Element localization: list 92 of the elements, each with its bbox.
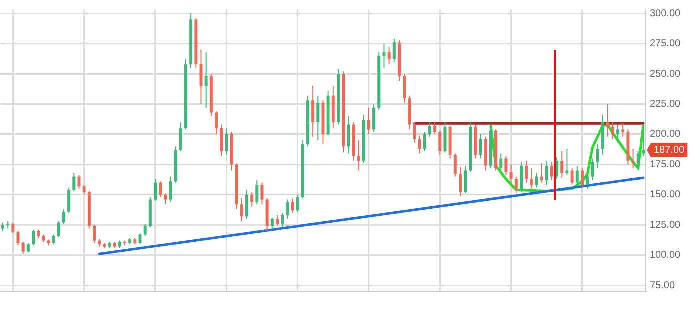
candlestick bbox=[164, 193, 168, 206]
candlestick bbox=[616, 124, 620, 144]
y-tick-label: 175.00 bbox=[650, 159, 682, 170]
y-tick-label: 200.00 bbox=[650, 129, 682, 140]
candlestick bbox=[418, 135, 422, 154]
candlestick bbox=[276, 214, 279, 227]
candlestick bbox=[250, 192, 254, 208]
candlestick bbox=[392, 38, 396, 62]
candlestick bbox=[479, 134, 482, 160]
y-tick-label: 100.00 bbox=[650, 250, 682, 262]
candlestick bbox=[611, 122, 614, 140]
text: 187.00 bbox=[654, 144, 686, 156]
candlestick bbox=[68, 187, 71, 214]
candlestick bbox=[423, 132, 426, 152]
candlestick bbox=[500, 153, 503, 174]
candlestick bbox=[296, 194, 300, 212]
candlestick bbox=[636, 150, 640, 172]
candlestick bbox=[22, 242, 25, 255]
candlestick bbox=[438, 130, 442, 156]
y-tick-label: 150.00 bbox=[650, 190, 682, 201]
candlestick bbox=[367, 107, 370, 135]
candlestick bbox=[566, 148, 569, 176]
candlestick bbox=[530, 168, 534, 190]
candlestick bbox=[78, 175, 81, 190]
candlestick bbox=[240, 198, 244, 222]
candlestick bbox=[220, 124, 224, 157]
candlestick bbox=[540, 162, 544, 184]
y-tick-label: 300.00 bbox=[650, 8, 682, 20]
candlestick bbox=[403, 74, 406, 104]
y-tick-label: 275.00 bbox=[650, 38, 682, 50]
candlestick bbox=[169, 176, 172, 203]
candlestick bbox=[535, 172, 538, 188]
candlestick bbox=[514, 176, 518, 194]
candlestick bbox=[413, 122, 416, 144]
candlestick bbox=[179, 122, 182, 152]
candlestick bbox=[281, 212, 284, 228]
candlestick bbox=[596, 144, 600, 169]
y-tick-label: 125.00 bbox=[650, 220, 682, 231]
candlestick bbox=[200, 49, 203, 105]
candlestick bbox=[159, 181, 162, 198]
candlestick bbox=[312, 86, 315, 138]
candlestick bbox=[382, 43, 386, 69]
candlestick bbox=[576, 165, 579, 187]
candlestick bbox=[144, 223, 147, 237]
y-tick-label: 250.00 bbox=[650, 68, 682, 80]
candlestick bbox=[291, 198, 294, 214]
candlestick bbox=[580, 168, 584, 188]
candlestick bbox=[504, 156, 508, 176]
candlestick bbox=[214, 111, 218, 135]
candlestick bbox=[642, 124, 645, 157]
candlestick bbox=[52, 234, 56, 245]
candlestick bbox=[154, 178, 157, 202]
candlestick bbox=[138, 233, 142, 245]
y-tick-label: 75.00 bbox=[650, 280, 676, 292]
candlestick bbox=[560, 150, 564, 178]
candlestick bbox=[434, 122, 437, 135]
candlestick bbox=[12, 222, 15, 234]
candlestick bbox=[347, 116, 350, 154]
candlestick bbox=[270, 217, 274, 230]
candlestick bbox=[32, 229, 35, 246]
candlestick bbox=[204, 52, 208, 108]
candlestick bbox=[372, 104, 376, 133]
candlestick bbox=[62, 208, 66, 224]
candlestick bbox=[525, 160, 528, 184]
candlestick bbox=[586, 172, 590, 190]
candlestick bbox=[245, 190, 248, 220]
candlestick bbox=[454, 153, 457, 178]
candlestick bbox=[92, 224, 96, 244]
candlestick bbox=[606, 104, 610, 138]
candlestick bbox=[286, 199, 290, 220]
candlestick bbox=[57, 221, 60, 238]
candlestick bbox=[570, 168, 574, 186]
candlestick bbox=[225, 128, 228, 156]
candlestick bbox=[510, 164, 513, 184]
y-tick-label: 225.00 bbox=[650, 99, 682, 110]
candlestick bbox=[591, 158, 594, 181]
candlestick bbox=[26, 242, 30, 254]
candlestick bbox=[260, 182, 264, 206]
candlestick bbox=[622, 123, 625, 138]
candlestick bbox=[428, 122, 432, 138]
candlestick bbox=[16, 230, 20, 246]
candlestick bbox=[388, 46, 391, 65]
candlestick bbox=[72, 172, 76, 192]
candlestick bbox=[256, 180, 259, 206]
candlestick bbox=[632, 148, 635, 169]
candlestick bbox=[82, 184, 86, 196]
candlestick bbox=[357, 140, 360, 172]
candlestick bbox=[458, 166, 462, 197]
candlestick bbox=[545, 160, 548, 186]
candlestick bbox=[550, 162, 554, 181]
candlestick bbox=[316, 95, 320, 142]
candlestick bbox=[464, 165, 468, 194]
